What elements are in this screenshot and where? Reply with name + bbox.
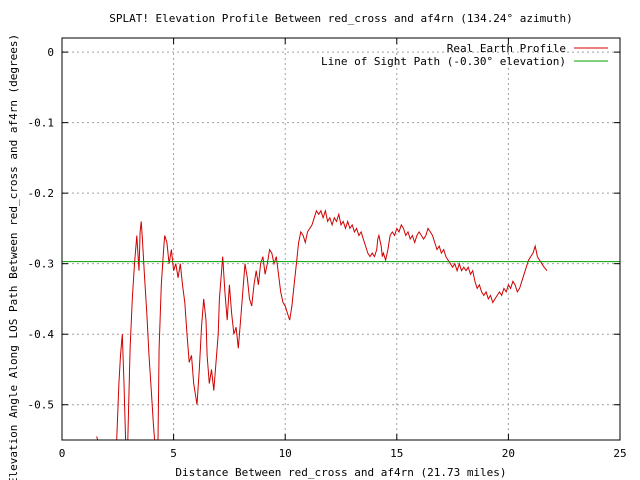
x-tick-label: 5 xyxy=(170,447,177,460)
x-tick-label: 25 xyxy=(613,447,626,460)
plot-frame xyxy=(61,37,621,441)
y-tick-label: -0.4 xyxy=(28,328,55,341)
chart-title: SPLAT! Elevation Profile Between red_cro… xyxy=(109,12,573,25)
y-tick-label: -0.1 xyxy=(28,117,55,130)
series-lines xyxy=(62,208,620,440)
y-tick-label: -0.5 xyxy=(28,399,55,412)
x-tick-label: 15 xyxy=(390,447,403,460)
series-line-real-earth-profile xyxy=(96,208,548,440)
y-tick-label: 0 xyxy=(47,46,54,59)
x-axis-label: Distance Between red_cross and af4rn (21… xyxy=(175,466,506,479)
x-tick-label: 10 xyxy=(279,447,292,460)
legend-label: Real Earth Profile xyxy=(447,42,566,55)
legend-label: Line of Sight Path (-0.30° elevation) xyxy=(321,55,566,68)
y-tick-label: -0.3 xyxy=(28,258,55,271)
x-tick-label: 0 xyxy=(59,447,66,460)
y-axis-label: Elevation Angle Along LOS Path Between r… xyxy=(7,34,20,480)
y-tick-label: -0.2 xyxy=(28,187,55,200)
axis-ticks: 0 5 10 15 20 25 0 -0.1 -0.2 -0.3 -0.4 -0.5 xyxy=(28,38,627,460)
grid xyxy=(62,38,620,440)
x-tick-label: 20 xyxy=(502,447,515,460)
